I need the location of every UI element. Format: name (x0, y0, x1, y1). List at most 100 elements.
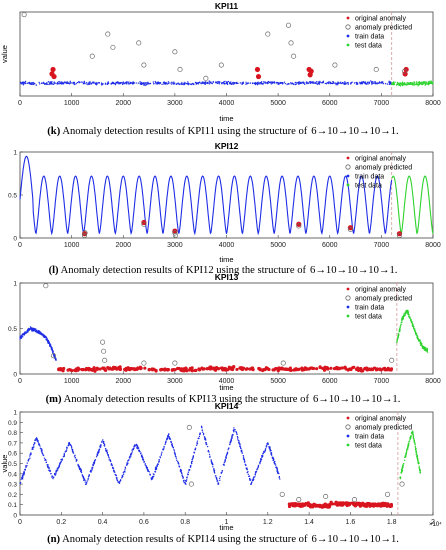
x-tick-label: 0 (18, 100, 22, 107)
x-tick-label: 5000 (270, 242, 286, 249)
legend: original anomaly anomaly predicted train d… (345, 16, 412, 50)
train-data-point (278, 477, 280, 479)
train-data-point (115, 474, 117, 476)
train-data-point (253, 82, 256, 85)
train-data-point (115, 82, 117, 84)
test-data-point (411, 321, 413, 323)
test-data-point (405, 84, 407, 86)
train-data-point (251, 482, 253, 484)
train-data-point (47, 467, 50, 469)
train-data-point (223, 81, 225, 83)
chart-title: KPI13 (215, 272, 239, 282)
legend-marker (346, 16, 350, 20)
original-anomaly-point (355, 367, 360, 371)
chart-title: KPI11 (215, 1, 238, 11)
original-anomaly-point (221, 368, 225, 372)
train-data-point (121, 475, 123, 477)
test-data-point (402, 466, 404, 469)
train-data-point (45, 336, 47, 338)
train-data-point (164, 441, 167, 444)
original-anomaly-point (172, 228, 178, 234)
test-data-point (391, 83, 394, 86)
train-data-point (24, 82, 27, 84)
train-data-point (86, 480, 88, 482)
train-data-point (95, 456, 98, 458)
train-data-point (88, 82, 90, 85)
train-data-point (159, 456, 162, 459)
train-data-point (182, 477, 184, 479)
train-data-point (54, 473, 56, 476)
y-tick-label: 0.5 (8, 193, 17, 200)
test-data-line (391, 175, 434, 236)
test-data-point (408, 316, 411, 318)
train-data-point (378, 81, 381, 83)
test-data-point (408, 313, 410, 316)
train-data-point (202, 432, 205, 435)
train-data-point (319, 80, 321, 83)
original-anomaly-point (113, 366, 117, 370)
original-anomaly-point (70, 368, 74, 373)
train-data-point (124, 471, 126, 473)
train-data-point (166, 83, 169, 85)
train-data-point (23, 333, 26, 336)
train-data-point (68, 82, 70, 85)
train-data-point (137, 447, 140, 449)
train-data-point (206, 445, 209, 448)
x-tick-label: 1.4 (304, 519, 314, 526)
original-anomaly-point (265, 366, 270, 371)
train-data-point (50, 346, 53, 349)
x-tick-label: 1000 (64, 100, 80, 107)
train-data-point (98, 82, 101, 84)
train-data-point (80, 81, 82, 83)
y-tick-label: 0.4 (8, 471, 17, 478)
train-data-point (40, 333, 42, 335)
original-anomaly-point (190, 366, 194, 370)
test-data-point (424, 346, 426, 349)
train-data-point (237, 82, 239, 85)
train-data-point (353, 82, 356, 84)
anomaly-predicted-point (105, 31, 111, 37)
train-data-point (275, 467, 278, 469)
legend-marker (346, 174, 350, 178)
train-data-point (29, 457, 31, 459)
train-data-point (269, 81, 272, 83)
test-data-point (417, 462, 420, 465)
x-tick-label: 7000 (374, 100, 390, 107)
train-data-point (111, 464, 113, 467)
train-data-point (325, 83, 328, 85)
train-data-point (171, 444, 173, 447)
anomaly-predicted-point (396, 232, 402, 238)
train-data-point (190, 461, 193, 463)
train-data-point (54, 358, 57, 361)
train-data-point (168, 433, 170, 436)
train-data-point (34, 328, 37, 330)
train-data-point (37, 329, 40, 332)
train-data-point (317, 81, 319, 83)
anomaly-predicted-point (389, 357, 395, 363)
train-data-point (243, 458, 245, 461)
train-data-point (87, 477, 89, 480)
train-data-point (103, 440, 105, 443)
train-data-point (69, 80, 71, 83)
x-tick-label: 4000 (219, 100, 235, 107)
train-data-point (96, 83, 98, 85)
train-data-point (165, 82, 168, 84)
train-data-point (140, 455, 143, 457)
original-anomaly-point (215, 365, 219, 370)
plot-frame (19, 151, 434, 239)
train-data-point (247, 82, 249, 84)
x-tick-label: 3000 (167, 242, 183, 249)
train-data-point (46, 83, 49, 85)
train-data-point (266, 82, 268, 84)
y-tick-label: 0.7 (8, 440, 17, 447)
train-data-point (155, 81, 157, 84)
plot-area (19, 12, 434, 87)
x-axis-label: time (219, 383, 233, 392)
train-data-point (58, 83, 60, 85)
train-data-point (241, 83, 243, 85)
train-data-point (254, 476, 256, 478)
train-data-point (245, 464, 247, 466)
legend-marker (346, 43, 350, 47)
train-data-point (27, 331, 29, 333)
train-data-point (75, 82, 77, 85)
